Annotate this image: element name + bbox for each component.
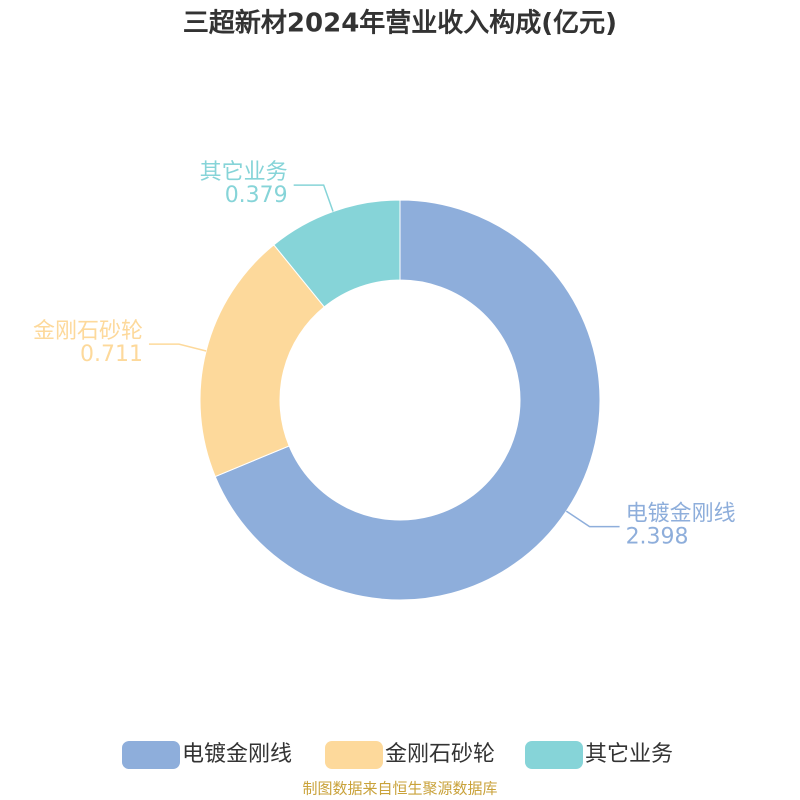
- chart-title: 三超新材2024年营业收入构成(亿元): [183, 8, 617, 39]
- source-note: 制图数据来自恒生聚源数据库: [302, 780, 497, 798]
- legend-label: 金刚石砂轮: [385, 742, 495, 767]
- donut-slice: [199, 244, 325, 478]
- leader-line: [565, 510, 620, 528]
- slice-label: 电镀金刚线: [626, 502, 736, 527]
- slice-value: 0.711: [80, 342, 143, 367]
- donut-slice: [214, 199, 601, 601]
- slice-label: 金刚石砂轮: [33, 319, 143, 344]
- legend-swatch: [325, 741, 383, 769]
- slice-label: 其它业务: [200, 160, 288, 185]
- slice-value: 2.398: [626, 525, 689, 550]
- legend-swatch: [122, 741, 180, 769]
- leader-line: [293, 184, 334, 212]
- slice-value: 0.379: [225, 183, 288, 208]
- leader-line: [148, 343, 207, 352]
- donut-slice: [273, 199, 401, 308]
- legend-swatch: [525, 741, 583, 769]
- legend-label: 其它业务: [585, 742, 673, 767]
- legend-label: 电镀金刚线: [182, 742, 292, 767]
